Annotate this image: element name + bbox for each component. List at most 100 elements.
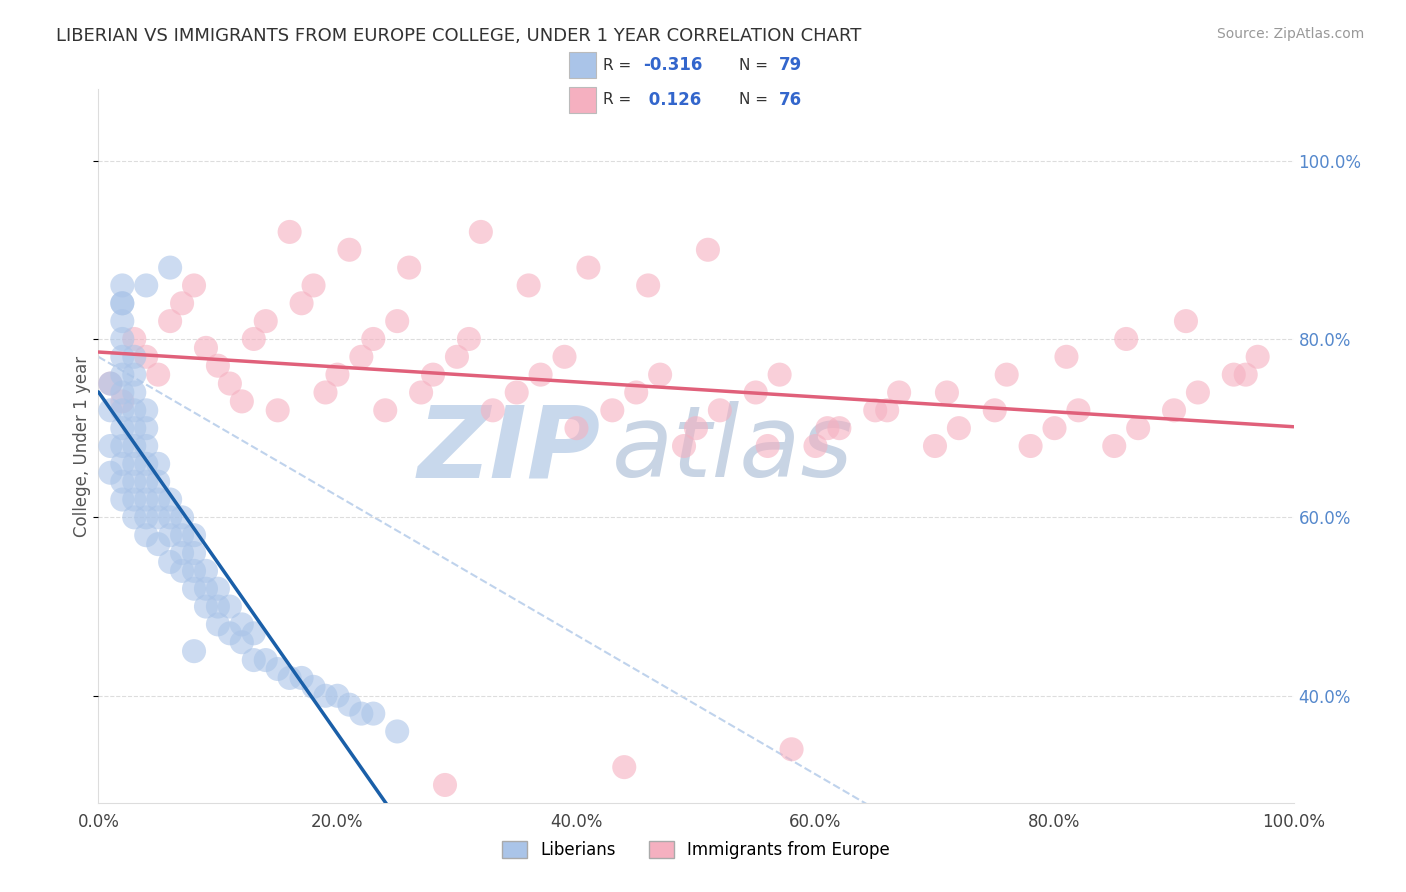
Point (315, 385, 337, 400)
Point (98, 439, 122, 453)
Point (374, 403, 396, 417)
Point (554, 350, 576, 364)
Text: R =: R = (603, 93, 636, 107)
Point (135, 439, 157, 453)
Point (124, 492, 146, 507)
Point (159, 510, 181, 524)
Point (815, 421, 838, 435)
Point (111, 385, 134, 400)
Point (135, 492, 157, 507)
Point (111, 439, 134, 453)
Point (219, 376, 242, 391)
Point (195, 564, 218, 578)
Text: ZIP: ZIP (418, 401, 600, 498)
Point (434, 778, 457, 792)
Text: 76: 76 (779, 91, 801, 109)
Point (172, 510, 194, 524)
Point (124, 439, 146, 453)
Point (159, 492, 181, 507)
Point (936, 385, 959, 400)
Point (363, 332, 385, 346)
Point (326, 689, 349, 703)
Point (1104, 439, 1126, 453)
Point (889, 385, 911, 400)
Point (195, 582, 218, 596)
Point (124, 510, 146, 524)
Point (159, 260, 181, 275)
Point (876, 403, 898, 417)
Point (219, 599, 242, 614)
Point (231, 635, 253, 649)
Point (481, 403, 505, 417)
Point (1019, 439, 1042, 453)
Point (135, 457, 157, 471)
Point (254, 653, 277, 667)
Point (1067, 403, 1090, 417)
Point (865, 403, 887, 417)
Point (111, 421, 134, 435)
Point (995, 368, 1018, 382)
Point (231, 617, 253, 632)
Point (1115, 332, 1137, 346)
Point (385, 314, 409, 328)
Point (124, 350, 146, 364)
Point (183, 564, 205, 578)
Point (135, 475, 157, 489)
Point (183, 582, 205, 596)
Point (339, 243, 361, 257)
Point (315, 689, 337, 703)
Point (1163, 403, 1185, 417)
Point (148, 457, 170, 471)
Point (111, 332, 134, 346)
Point (98, 466, 122, 480)
FancyBboxPatch shape (568, 87, 596, 112)
Point (780, 742, 803, 756)
Point (124, 385, 146, 400)
Point (924, 439, 946, 453)
Point (1175, 314, 1198, 328)
Text: -0.316: -0.316 (643, 56, 702, 74)
Point (207, 582, 229, 596)
Point (1223, 368, 1246, 382)
Point (111, 314, 134, 328)
Point (685, 421, 707, 435)
Point (98, 403, 122, 417)
Point (673, 439, 696, 453)
Point (195, 341, 218, 355)
Point (385, 724, 409, 739)
Point (1056, 350, 1078, 364)
Point (517, 278, 540, 293)
Point (267, 403, 290, 417)
Point (243, 332, 266, 346)
Point (111, 296, 134, 310)
Point (195, 599, 218, 614)
Point (613, 760, 636, 774)
Point (709, 403, 731, 417)
Point (207, 599, 229, 614)
Point (267, 662, 290, 676)
Point (172, 564, 194, 578)
Point (697, 243, 720, 257)
Point (637, 278, 659, 293)
Point (302, 278, 325, 293)
Point (565, 421, 588, 435)
Point (458, 332, 481, 346)
Point (207, 617, 229, 632)
FancyBboxPatch shape (568, 52, 596, 78)
Point (291, 671, 314, 685)
Point (530, 368, 553, 382)
Point (111, 278, 134, 293)
Point (148, 492, 170, 507)
Point (148, 537, 170, 551)
Point (111, 475, 134, 489)
Point (135, 421, 157, 435)
Point (398, 260, 420, 275)
Text: 0.126: 0.126 (643, 91, 702, 109)
Point (124, 457, 146, 471)
Point (745, 385, 768, 400)
Point (148, 475, 170, 489)
Point (756, 439, 779, 453)
Text: R =: R = (603, 58, 636, 72)
Point (804, 439, 827, 453)
Point (278, 671, 301, 685)
